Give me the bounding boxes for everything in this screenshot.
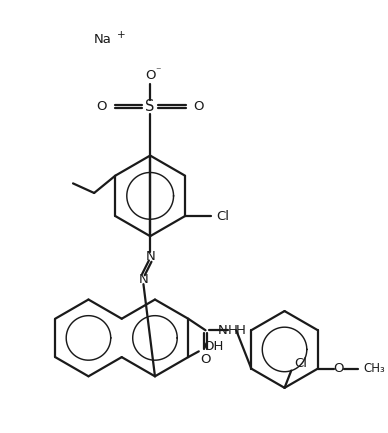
Text: N: N [139, 273, 148, 286]
Text: O: O [145, 69, 156, 82]
Text: S: S [146, 99, 155, 114]
Text: H: H [236, 324, 246, 337]
Text: N: N [218, 324, 228, 337]
Text: N: N [145, 250, 155, 263]
Text: Na: Na [94, 33, 112, 46]
Text: O: O [193, 100, 204, 113]
Text: O: O [97, 100, 107, 113]
Text: CH₃: CH₃ [364, 362, 386, 375]
Text: OH: OH [204, 340, 224, 353]
Text: ⁻: ⁻ [155, 66, 161, 76]
Text: O: O [200, 352, 211, 365]
Text: +: + [116, 29, 125, 39]
Text: Cl: Cl [216, 210, 229, 223]
Text: H: H [227, 324, 237, 337]
Text: Cl: Cl [294, 357, 307, 370]
Text: O: O [334, 362, 344, 375]
